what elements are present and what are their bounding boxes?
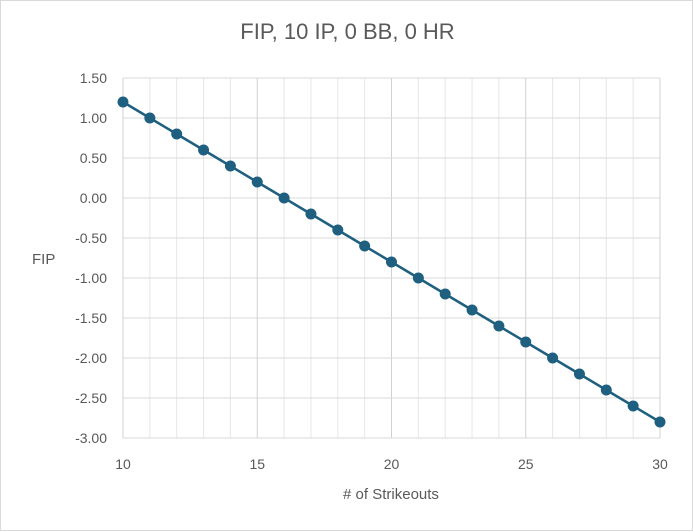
y-tick-label: 1.00 xyxy=(80,110,107,126)
y-tick-label: -1.50 xyxy=(75,310,107,326)
data-point xyxy=(171,128,183,140)
data-point xyxy=(412,272,424,284)
y-axis-title: FIP xyxy=(32,251,55,268)
x-tick-label: 20 xyxy=(384,456,400,472)
y-tick-label: -1.00 xyxy=(75,270,107,286)
data-point xyxy=(332,224,344,236)
data-point xyxy=(305,208,317,220)
x-axis-title: # of Strikeouts xyxy=(343,486,439,503)
data-point xyxy=(224,160,236,172)
data-point xyxy=(466,304,478,316)
data-point xyxy=(117,96,129,108)
data-point xyxy=(251,176,263,188)
x-tick-label: 25 xyxy=(518,456,534,472)
data-point xyxy=(439,288,451,300)
data-point xyxy=(520,336,532,348)
y-tick-label: -0.50 xyxy=(75,230,107,246)
y-tick-label: -2.00 xyxy=(75,350,107,366)
y-tick-label: 0.50 xyxy=(80,150,107,166)
data-point xyxy=(359,240,371,252)
data-point xyxy=(144,112,156,124)
x-tick-label: 30 xyxy=(652,456,668,472)
x-tick-label: 10 xyxy=(115,456,131,472)
y-tick-label: 1.50 xyxy=(80,70,107,86)
y-tick-label: -2.50 xyxy=(75,390,107,406)
data-point xyxy=(198,144,210,156)
data-point xyxy=(278,192,290,204)
y-tick-label: -3.00 xyxy=(75,430,107,446)
data-point xyxy=(600,384,612,396)
data-point xyxy=(627,400,639,412)
data-point xyxy=(386,256,397,268)
data-point xyxy=(573,368,585,380)
x-tick-label: 15 xyxy=(249,456,265,472)
chart-title: FIP, 10 IP, 0 BB, 0 HR xyxy=(240,19,455,44)
y-tick-label: 0.00 xyxy=(80,190,107,206)
data-point xyxy=(654,416,666,428)
data-point xyxy=(493,320,505,332)
data-point xyxy=(547,352,559,364)
